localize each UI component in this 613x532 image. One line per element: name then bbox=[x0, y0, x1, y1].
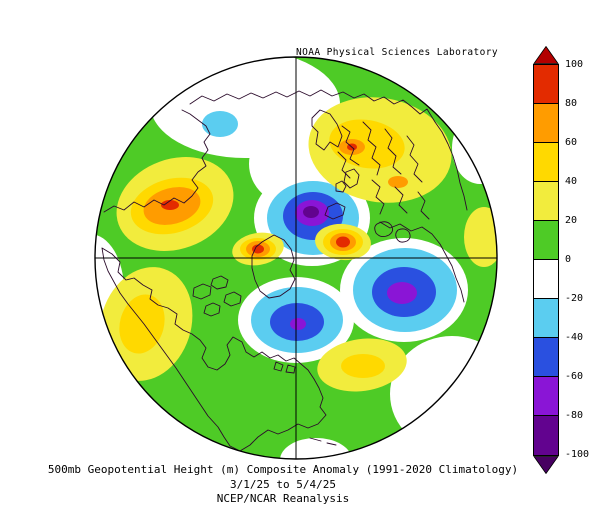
colorbar-segment bbox=[534, 377, 558, 416]
colorbar-tick-label: -40 bbox=[565, 332, 584, 343]
black-sea-outline bbox=[374, 221, 394, 238]
great-lakes bbox=[273, 361, 296, 374]
colorbar: 100 80 60 40 20 0 -20 -40 -60 -80 -100 bbox=[533, 46, 605, 478]
europe-borders bbox=[337, 121, 430, 220]
colorbar-segment bbox=[534, 221, 558, 260]
anomaly-map bbox=[80, 52, 512, 476]
map-boundary-circle bbox=[94, 56, 498, 460]
coastlines bbox=[101, 89, 468, 452]
colorbar-tick-label: 100 bbox=[565, 59, 584, 70]
colorbar-tick-label: 0 bbox=[565, 254, 572, 265]
colorbar-tick-label: -100 bbox=[565, 449, 590, 460]
graticule bbox=[95, 57, 497, 459]
colorbar-segment bbox=[534, 260, 558, 299]
north-america-coast bbox=[101, 247, 327, 452]
scandinavia-coast bbox=[311, 109, 343, 151]
colorbar-arrow-down bbox=[533, 456, 559, 474]
mediterranean-africa-coast bbox=[379, 221, 465, 303]
eurasia-arctic-coast bbox=[189, 89, 468, 211]
colorbar-tick-label: -20 bbox=[565, 293, 584, 304]
caption-date-range: 3/1/25 to 5/4/25 bbox=[230, 477, 336, 491]
caption-block: 500mb Geopotential Height (m) Composite … bbox=[0, 463, 566, 507]
caspian-sea-outline bbox=[395, 228, 411, 243]
colorbar-segment bbox=[534, 182, 558, 221]
colorbar-segment bbox=[534, 65, 558, 104]
colorbar-tick-label: -60 bbox=[565, 371, 584, 382]
iceland-coast bbox=[324, 202, 346, 220]
anomaly-map-svg bbox=[94, 56, 498, 460]
caribbean-islands bbox=[309, 437, 337, 446]
colorbar-tick-label: 80 bbox=[565, 98, 578, 109]
arctic-islands bbox=[192, 275, 242, 317]
colorbar-segment bbox=[534, 338, 558, 377]
colorbar-tick-label: 20 bbox=[565, 215, 578, 226]
colorbar-segment bbox=[534, 104, 558, 143]
caption-dataset: NCEP/NCAR Reanalysis bbox=[216, 492, 350, 505]
colorbar-segment bbox=[534, 299, 558, 338]
caption-title: 500mb Geopotential Height (m) Composite … bbox=[47, 463, 519, 476]
colorbar-segment bbox=[534, 416, 558, 455]
colorbar-arrow-up bbox=[533, 46, 559, 64]
colorbar-segment bbox=[534, 143, 558, 182]
greenland-coast bbox=[251, 234, 296, 299]
british-isles-coast bbox=[335, 168, 360, 193]
colorbar-tick-label: -80 bbox=[565, 410, 584, 421]
siberia-coast bbox=[103, 109, 211, 213]
colorbar-segments bbox=[533, 64, 559, 456]
colorbar-tick-label: 60 bbox=[565, 137, 578, 148]
lab-title: NOAA Physical Sciences Laboratory bbox=[296, 47, 498, 58]
colorbar-tick-label: 40 bbox=[565, 176, 578, 187]
